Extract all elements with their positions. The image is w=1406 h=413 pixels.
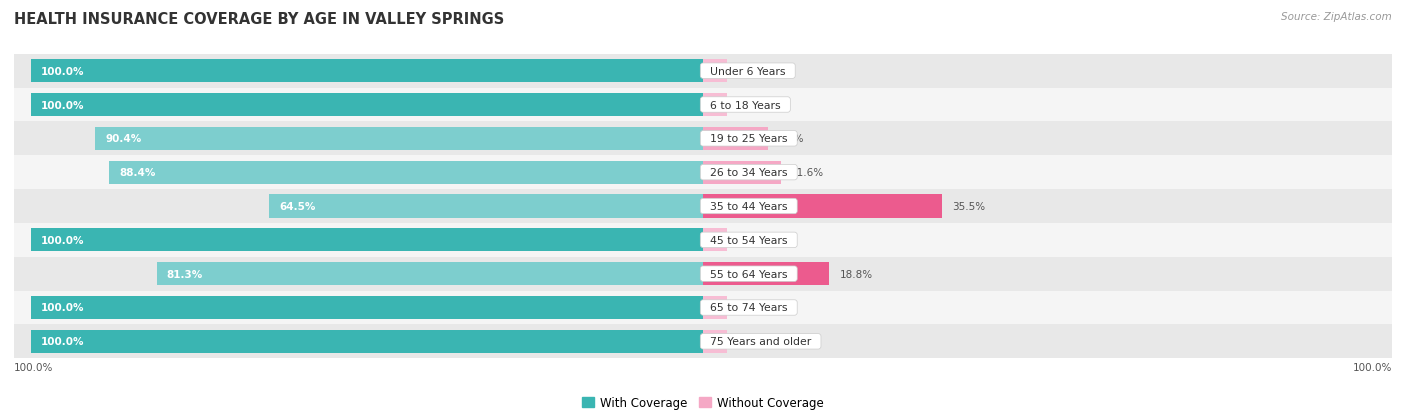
Text: 35.5%: 35.5% [952,202,984,211]
Text: 100.0%: 100.0% [41,100,84,110]
Bar [703,161,780,184]
Text: 35 to 44 Years: 35 to 44 Years [703,202,794,211]
Text: 75 Years and older: 75 Years and older [703,337,818,347]
Bar [31,330,703,353]
Bar [96,128,703,150]
Text: 100.0%: 100.0% [41,66,84,76]
Text: 100.0%: 100.0% [14,363,53,373]
Text: 0.0%: 0.0% [737,100,763,110]
Bar [14,257,1392,291]
Text: 6 to 18 Years: 6 to 18 Years [703,100,787,110]
Bar [14,122,1392,156]
Bar [14,55,1392,88]
Bar [14,88,1392,122]
Text: 0.0%: 0.0% [737,303,763,313]
Bar [31,229,703,252]
Bar [703,195,942,218]
Bar [270,195,703,218]
Text: 65 to 74 Years: 65 to 74 Years [703,303,794,313]
Text: 0.0%: 0.0% [737,235,763,245]
Text: 100.0%: 100.0% [41,235,84,245]
Text: 9.6%: 9.6% [778,134,804,144]
Bar [14,223,1392,257]
Text: 90.4%: 90.4% [105,134,142,144]
Text: Source: ZipAtlas.com: Source: ZipAtlas.com [1281,12,1392,22]
Text: 18.8%: 18.8% [839,269,873,279]
Bar [703,229,727,252]
Bar [703,60,727,83]
Bar [703,263,830,285]
Bar [14,156,1392,190]
Text: 55 to 64 Years: 55 to 64 Years [703,269,794,279]
Text: HEALTH INSURANCE COVERAGE BY AGE IN VALLEY SPRINGS: HEALTH INSURANCE COVERAGE BY AGE IN VALL… [14,12,505,27]
Text: 26 to 34 Years: 26 to 34 Years [703,168,794,178]
Bar [14,325,1392,358]
Bar [14,291,1392,325]
Bar [14,190,1392,223]
Bar [108,161,703,184]
Bar [156,263,703,285]
Bar [703,330,727,353]
Text: 100.0%: 100.0% [41,303,84,313]
Text: 0.0%: 0.0% [737,66,763,76]
Bar [31,296,703,319]
Bar [703,128,768,150]
Legend: With Coverage, Without Coverage: With Coverage, Without Coverage [578,392,828,413]
Bar [703,94,727,117]
Text: 64.5%: 64.5% [280,202,316,211]
Bar [703,296,727,319]
Text: 88.4%: 88.4% [120,168,155,178]
Text: 100.0%: 100.0% [1353,363,1392,373]
Text: 0.0%: 0.0% [737,337,763,347]
Text: 11.6%: 11.6% [792,168,824,178]
Text: 100.0%: 100.0% [41,337,84,347]
Text: 19 to 25 Years: 19 to 25 Years [703,134,794,144]
Text: 45 to 54 Years: 45 to 54 Years [703,235,794,245]
Text: 81.3%: 81.3% [167,269,202,279]
Bar [31,60,703,83]
Text: Under 6 Years: Under 6 Years [703,66,793,76]
Bar [31,94,703,117]
